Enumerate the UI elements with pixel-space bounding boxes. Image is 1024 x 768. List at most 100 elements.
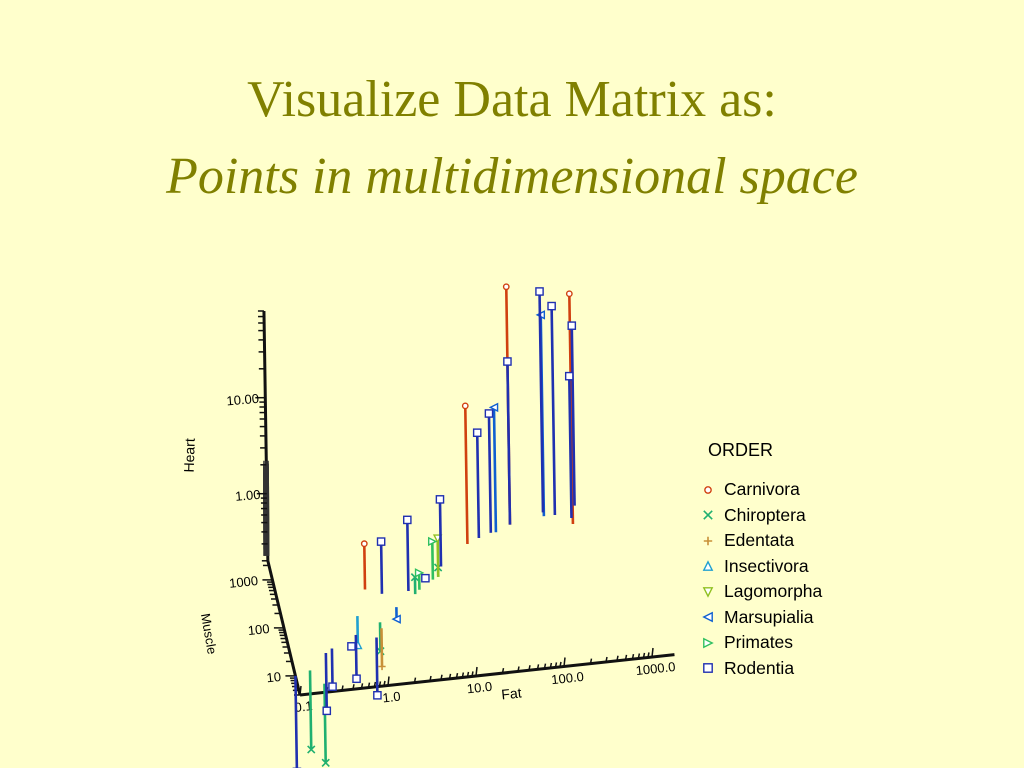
legend-marker-insectivora: [700, 559, 724, 573]
fat-axis-tick: [536, 664, 540, 670]
data-point-rodentia: [421, 573, 430, 583]
legend-item-primates: Primates: [700, 630, 880, 656]
legend-item-insectivora: Insectivora: [700, 554, 880, 580]
fat-axis-tick: [360, 683, 364, 689]
drop-line-rodentia: [506, 361, 512, 525]
drop-line-rodentia: [475, 432, 481, 539]
data-point-rodentia: [347, 642, 356, 651]
drop-line-rodentia: [438, 499, 443, 567]
data-point-edentata: [378, 662, 386, 671]
data-point-rodentia: [564, 371, 574, 381]
data-point-rodentia: [503, 357, 512, 366]
legend-marker-marsupialia: [700, 610, 724, 624]
drop-line-marsupialia: [492, 407, 498, 533]
data-point-chiroptera: [321, 758, 330, 767]
drop-line-carnivora: [568, 293, 575, 524]
fat-axis-tick: [517, 666, 520, 672]
fat-tick-label: 1000.0: [635, 659, 676, 678]
fat-axis-tick: [373, 681, 377, 688]
drop-line-lagomorpha: [436, 538, 440, 577]
title-line-1: Visualize Data Matrix as:: [247, 71, 777, 128]
data-point-marsupialia: [391, 614, 401, 624]
data-point-rodentia: [376, 537, 386, 546]
drop-line-rodentia: [324, 652, 329, 711]
drop-line-rodentia: [567, 376, 573, 518]
fat-axis-tick: [341, 685, 344, 691]
fat-axis-tick: [647, 652, 650, 658]
fat-axis-line: [299, 653, 675, 697]
legend-marker-rodentia: [700, 661, 724, 675]
muscle-tick-label: 10: [266, 669, 282, 685]
fat-axis-tick: [605, 656, 608, 663]
data-point-marsupialia: [488, 402, 499, 413]
legend-marker-primates: [700, 636, 724, 650]
legend-symbol-marsupialia: [702, 611, 713, 623]
data-point-rodentia: [328, 682, 337, 691]
heart-axis-label: Heart: [181, 438, 198, 473]
drop-line-rodentia: [375, 637, 379, 696]
legend-symbol-edentata: [703, 536, 713, 545]
drop-line-chiroptera: [308, 670, 313, 750]
fat-axis-tick: [413, 677, 417, 683]
legend-marker-chiroptera: [700, 508, 724, 522]
data-point-rodentia: [567, 321, 577, 330]
legend-symbol-chiroptera: [703, 510, 713, 521]
legend-item-chiroptera: Chiroptera: [700, 503, 880, 529]
legend-symbol-insectivora: [702, 560, 714, 572]
data-point-rodentia: [403, 515, 412, 525]
fat-axis-tick: [429, 675, 432, 682]
fat-tick-label: 0.1: [294, 698, 314, 715]
legend-label: Chiroptera: [724, 504, 806, 525]
drop-line-chiroptera: [323, 683, 328, 763]
data-point-chiroptera: [307, 745, 316, 754]
legend-marker-lagomorpha: [700, 585, 724, 599]
muscle-tick-label: 1000: [228, 573, 258, 591]
fat-axis-tick: [631, 653, 635, 660]
data-point-carnivora: [360, 540, 368, 548]
legend-label: Primates: [724, 632, 794, 653]
legend-label: Carnivora: [724, 479, 800, 500]
data-point-rodentia: [322, 706, 332, 716]
data-point-rodentia: [547, 301, 556, 311]
data-point-rodentia: [472, 428, 482, 438]
legend-item-lagomorpha: Lagomorpha: [700, 579, 880, 605]
fat-tick-label: 10.0: [466, 679, 493, 697]
fat-axis-tick: [563, 657, 566, 667]
fat-tick-label: 1.0: [382, 689, 402, 706]
drop-line-primates: [430, 541, 435, 580]
data-point-rodentia: [352, 674, 361, 684]
drop-line-edentata: [380, 628, 384, 667]
fat-axis-tick: [624, 654, 628, 661]
heart-tick-label: 1.00: [235, 487, 262, 504]
fat-axis-label: Fat: [501, 684, 523, 702]
legend-marker-edentata: [700, 534, 724, 548]
fat-axis-tick: [616, 655, 619, 661]
data-point-rodentia: [435, 495, 445, 504]
legend-label: Edentata: [724, 530, 795, 551]
drop-line-rodentia: [487, 413, 493, 533]
fat-axis-tick: [461, 672, 465, 678]
data-point-primates: [414, 568, 425, 578]
data-point-rodentia: [535, 287, 544, 296]
fat-axis-tick: [475, 666, 478, 677]
fat-axis-tick: [559, 661, 562, 668]
fat-axis-tick: [651, 647, 654, 658]
legend-item-edentata: Edentata: [700, 528, 880, 554]
fat-axis-tick: [466, 671, 470, 678]
legend-item-carnivora: Carnivora: [700, 477, 880, 503]
fat-axis-tick: [528, 665, 531, 671]
fat-axis-tick: [383, 680, 386, 687]
fat-axis-tick: [352, 684, 355, 690]
fat-tick-label: 100.0: [551, 669, 585, 687]
legend-symbol-primates: [703, 637, 714, 649]
legend-item-marsupialia: Marsupialia: [700, 605, 880, 631]
fat-axis-tick: [637, 653, 641, 659]
fat-axis-tick: [448, 673, 452, 680]
data-point-carnivora: [502, 283, 510, 291]
legend-items: Carnivora Chiroptera Edentata Insectivora La…: [700, 477, 880, 681]
fat-axis-tick: [455, 672, 459, 679]
data-point-carnivora: [461, 402, 469, 410]
data-point-rodentia: [373, 690, 382, 700]
legend-label: Marsupialia: [724, 606, 814, 627]
